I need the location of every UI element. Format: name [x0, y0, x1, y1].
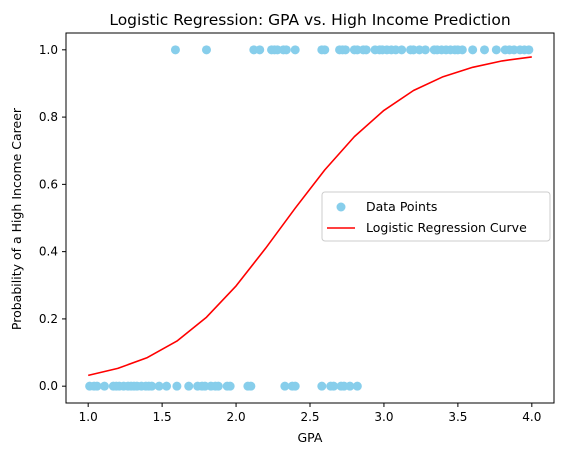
- data-point: [255, 45, 265, 55]
- data-point: [99, 381, 109, 391]
- data-point: [361, 45, 371, 55]
- x-tick-label: 1.0: [79, 410, 98, 424]
- data-point: [170, 45, 180, 55]
- legend-label-data-points: Data Points: [366, 199, 437, 214]
- x-tick-label: 4.0: [522, 410, 541, 424]
- tick-layer: 1.0 1.5 2.0 2.5 3.0 3.5 4.0 0.0 0.2 0.4 0.6 0.8 1.0: [39, 43, 541, 424]
- logistic-curve: [88, 56, 532, 377]
- data-point: [397, 45, 407, 55]
- y-axis-label: Probability of a High Income Career: [9, 107, 24, 330]
- curve-layer: [88, 56, 532, 377]
- x-axis-label: GPA: [298, 430, 323, 445]
- x-tick-label: 3.5: [448, 410, 467, 424]
- data-point: [345, 381, 355, 391]
- y-tick-label: 0.4: [39, 245, 58, 259]
- data-point: [172, 381, 182, 391]
- data-point: [162, 381, 172, 391]
- data-point: [92, 381, 102, 391]
- data-point: [213, 381, 223, 391]
- data-point: [479, 45, 489, 55]
- data-point: [154, 381, 164, 391]
- legend-box: [321, 191, 551, 242]
- data-point: [184, 381, 194, 391]
- data-point: [457, 45, 467, 55]
- data-point: [320, 45, 330, 55]
- x-tick-label: 2.5: [300, 410, 319, 424]
- legend-marker-data-points: [336, 202, 346, 212]
- data-point: [225, 381, 235, 391]
- y-tick-label: 0.8: [39, 110, 58, 124]
- scatter-layer: [85, 45, 534, 391]
- y-tick-label: 0.2: [39, 312, 58, 326]
- x-tick-label: 3.0: [374, 410, 393, 424]
- data-point: [524, 45, 534, 55]
- data-point: [280, 381, 290, 391]
- data-point: [281, 45, 291, 55]
- y-tick-label: 1.0: [39, 43, 58, 57]
- data-point: [420, 45, 430, 55]
- data-point: [290, 45, 300, 55]
- y-tick-label: 0.0: [39, 379, 58, 393]
- data-point: [246, 381, 256, 391]
- data-point: [317, 381, 327, 391]
- x-tick-label: 1.5: [153, 410, 172, 424]
- data-point: [340, 45, 350, 55]
- x-tick-label: 2.0: [227, 410, 246, 424]
- data-point: [147, 381, 157, 391]
- data-point: [468, 45, 478, 55]
- legend: Data Points Logistic Regression Curve: [321, 191, 551, 242]
- legend-label-curve: Logistic Regression Curve: [366, 220, 527, 235]
- data-point: [329, 381, 339, 391]
- plot-frame: [65, 32, 555, 404]
- data-point: [290, 381, 300, 391]
- data-point: [491, 45, 501, 55]
- chart-title: Logistic Regression: GPA vs. High Income…: [109, 11, 510, 29]
- data-point: [201, 45, 211, 55]
- data-point: [352, 381, 362, 391]
- y-tick-label: 0.6: [39, 177, 58, 191]
